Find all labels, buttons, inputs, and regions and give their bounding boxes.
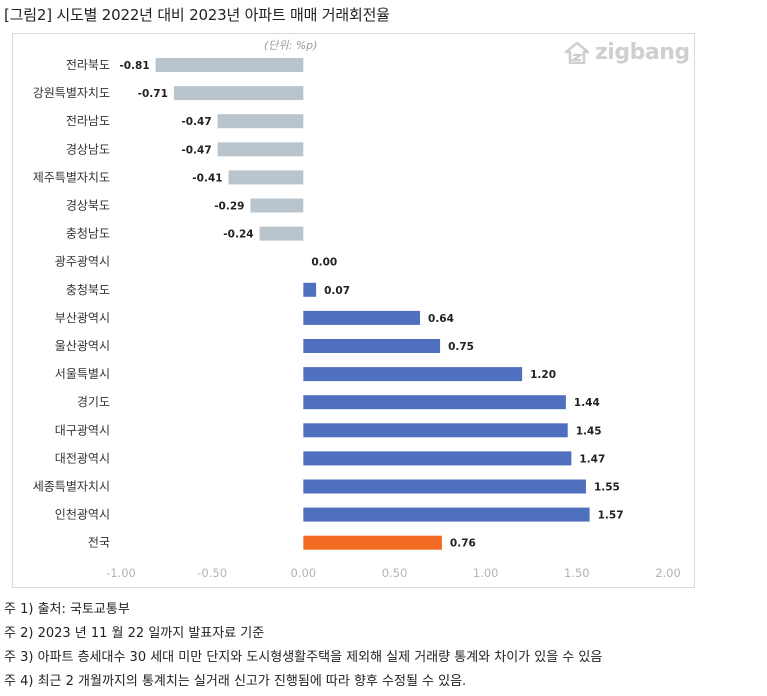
bars: [155, 58, 590, 550]
category-label: 충청북도: [66, 283, 110, 297]
chart-frame: [12, 33, 695, 588]
bar: [250, 198, 304, 213]
footnotes: 주 1) 출처: 국토교통부 주 2) 2023 년 11 월 22 일까지 발…: [4, 598, 602, 694]
zigbang-logo: zigbang: [565, 40, 690, 65]
footnote-4: 주 4) 최근 2 개월까지의 통계치는 실거래 신고가 진행됨에 따라 향후 …: [4, 674, 467, 689]
category-label: 인천광역시: [55, 507, 110, 522]
value-label: -0.47: [181, 144, 211, 156]
category-label: 전국: [88, 536, 110, 550]
category-label: 제주특별자치도: [33, 170, 110, 184]
value-label: 1.57: [598, 510, 624, 522]
category-label: 대전광역시: [55, 451, 110, 465]
category-label: 울산광역시: [55, 339, 110, 353]
value-label: 0.07: [324, 285, 350, 297]
value-labels: -0.81 -0.71 -0.47 -0.47 -0.41 -0.29 -0.24 0.00 0…: [119, 60, 623, 550]
bar: [173, 86, 304, 101]
value-label: 0.76: [450, 538, 476, 550]
value-label: 1.20: [530, 369, 556, 381]
value-label: -0.81: [119, 60, 149, 72]
bar: [303, 507, 590, 522]
bar: [303, 282, 317, 297]
footnote-1: 주 1) 출처: 국토교통부: [4, 602, 130, 617]
x-tick-label: -1.00: [106, 566, 136, 580]
logo-text: zigbang: [595, 40, 690, 65]
value-label: 1.55: [594, 482, 620, 494]
bar: [303, 395, 566, 410]
category-labels: 전라북도강원특별자치도전라남도경상남도제주특별자치도경상북도충청남도광주광역시충…: [33, 58, 110, 550]
bar: [217, 114, 304, 129]
footnote-3: 주 3) 아파트 층세대수 30 세대 미만 단지와 도시형생활주택을 제외해 …: [4, 650, 603, 665]
category-label: 충청남도: [66, 227, 110, 241]
x-tick-label: 2.00: [655, 566, 681, 580]
value-label: -0.47: [181, 116, 211, 128]
category-label: 부산광역시: [55, 311, 110, 325]
bar: [303, 310, 421, 325]
category-label: 경기도: [77, 395, 110, 409]
value-label: 1.47: [579, 453, 605, 465]
bar: [155, 58, 304, 72]
unit-note: (단위: %p): [264, 39, 318, 52]
footnote-2: 주 2) 2023 년 11 월 22 일까지 발표자료 기준: [4, 626, 265, 641]
category-label: 경상남도: [66, 142, 110, 156]
x-tick-label: -0.50: [197, 566, 227, 580]
value-label: -0.41: [192, 172, 222, 184]
zigbang-logo-icon: [565, 41, 589, 64]
bar: [303, 339, 441, 353]
bar-chart: 전라북도강원특별자치도전라남도경상남도제주특별자치도경상북도충청남도광주광역시충…: [33, 58, 681, 580]
bar: [303, 535, 442, 550]
bar: [303, 451, 572, 466]
x-tick-label: 1.50: [564, 566, 590, 580]
category-label: 대구광역시: [55, 423, 110, 437]
bar: [303, 479, 586, 494]
category-label: 전라북도: [66, 58, 110, 72]
category-label: 세종특별자치시: [33, 480, 110, 494]
value-label: 0.75: [448, 341, 474, 353]
bar: [303, 367, 523, 382]
bar: [303, 423, 568, 438]
bar: [217, 142, 304, 157]
value-label: 1.45: [576, 425, 602, 437]
x-tick-label: 0.50: [382, 566, 408, 580]
x-tick-label: 1.00: [473, 566, 499, 580]
x-axis-tick-labels: -1.00 -0.50 0.00 0.50 1.00 1.50 2.00: [106, 566, 681, 580]
value-label: -0.24: [223, 229, 253, 241]
category-label: 강원특별자치도: [33, 86, 110, 100]
x-tick-label: 0.00: [291, 566, 317, 580]
value-label: 1.44: [574, 397, 600, 409]
value-label: 0.64: [428, 313, 454, 325]
category-label: 경상북도: [66, 199, 110, 213]
value-label: 0.00: [311, 257, 337, 269]
bar: [228, 170, 304, 185]
bar: [259, 226, 304, 241]
page-title: [그림2] 시도별 2022년 대비 2023년 아파트 매매 거래회전율: [4, 6, 390, 24]
category-label: 광주광역시: [55, 255, 110, 269]
category-label: 서울특별시: [55, 367, 110, 381]
value-label: -0.71: [138, 88, 168, 100]
category-label: 전라남도: [66, 114, 110, 128]
value-label: -0.29: [214, 201, 244, 213]
